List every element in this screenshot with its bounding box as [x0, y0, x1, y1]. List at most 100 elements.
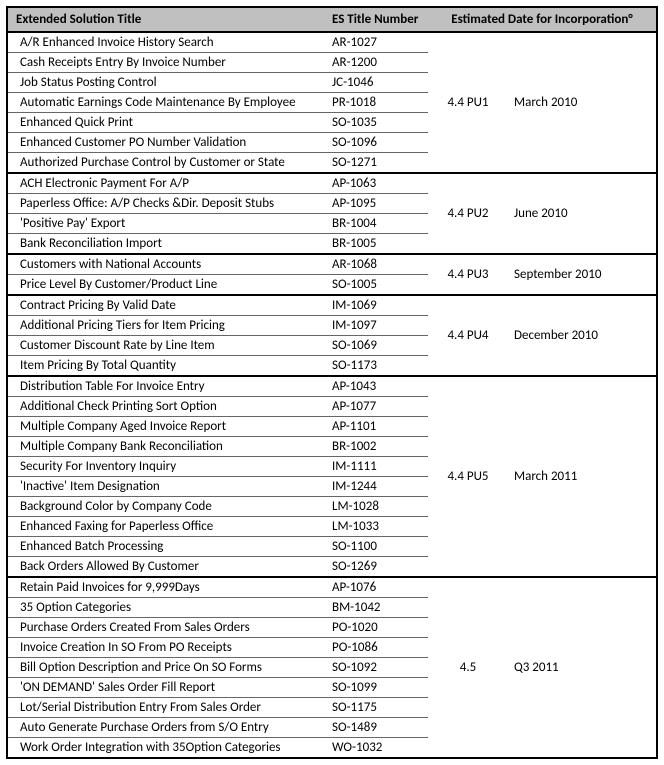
cell-es-number: SO-1069 [328, 336, 428, 355]
cell-es-number: SO-1269 [328, 557, 428, 576]
cell-title: Authorized Purchase Control by Customer … [8, 153, 328, 172]
cell-es-number: LM-1033 [328, 517, 428, 536]
cell-date: June 2010 [508, 206, 656, 221]
col-header-title: Extended Solution Title [8, 8, 328, 31]
table-row: ACH Electronic Payment For A/PAP-1063 [8, 174, 428, 194]
cell-title: Multiple Company Bank Reconciliation [8, 437, 328, 456]
cell-es-number: LM-1028 [328, 497, 428, 516]
table-row: Paperless Office: A/P Checks &Dir. Depos… [8, 194, 428, 214]
cell-pu: 4.5 [428, 660, 508, 675]
table-row: Contract Pricing By Valid DateIM-1069 [8, 296, 428, 316]
table-row: Customers with National AccountsAR-1068 [8, 255, 428, 275]
cell-es-number: AP-1076 [328, 578, 428, 597]
cell-title: Automatic Earnings Code Maintenance By E… [8, 93, 328, 112]
cell-title: Additional Check Printing Sort Option [8, 397, 328, 416]
group-meta: 4.4 PU4December 2010 [428, 296, 656, 375]
group-rows: Customers with National AccountsAR-1068P… [8, 255, 428, 294]
table-group: Customers with National AccountsAR-1068P… [8, 255, 656, 296]
table-row: A/R Enhanced Invoice History SearchAR-10… [8, 33, 428, 53]
cell-title: Lot/Serial Distribution Entry From Sales… [8, 698, 328, 717]
cell-es-number: IM-1069 [328, 296, 428, 315]
group-rows: Retain Paid Invoices for 9,999DaysAP-107… [8, 578, 428, 757]
cell-title: Customer Discount Rate by Line Item [8, 336, 328, 355]
table-row: Automatic Earnings Code Maintenance By E… [8, 93, 428, 113]
cell-es-number: BR-1004 [328, 214, 428, 233]
cell-title: Work Order Integration with 35Option Cat… [8, 738, 328, 757]
cell-date: September 2010 [508, 267, 656, 282]
group-meta: 4.4 PU5March 2011 [428, 377, 656, 576]
cell-pu: 4.4 PU1 [428, 95, 508, 110]
cell-title: Bill Option Description and Price On SO … [8, 658, 328, 677]
cell-es-number: SO-1035 [328, 113, 428, 132]
group-meta: 4.4 PU3September 2010 [428, 255, 656, 294]
table-row: Job Status Posting ControlJC-1046 [8, 73, 428, 93]
cell-date: March 2011 [508, 469, 656, 484]
table-row: Multiple Company Bank ReconciliationBR-1… [8, 437, 428, 457]
cell-es-number: SO-1005 [328, 275, 428, 294]
cell-title: Bank Reconciliation Import [8, 234, 328, 253]
cell-es-number: PR-1018 [328, 93, 428, 112]
table-row: 35 Option CategoriesBM-1042 [8, 598, 428, 618]
cell-title: ACH Electronic Payment For A/P [8, 174, 328, 193]
cell-es-number: AR-1027 [328, 33, 428, 52]
table-row: Bill Option Description and Price On SO … [8, 658, 428, 678]
table-row: Price Level By Customer/Product LineSO-1… [8, 275, 428, 294]
table-row: Lot/Serial Distribution Entry From Sales… [8, 698, 428, 718]
cell-es-number: AP-1077 [328, 397, 428, 416]
cell-es-number: AP-1063 [328, 174, 428, 193]
cell-title: 'Inactive' Item Designation [8, 477, 328, 496]
table-header: Extended Solution Title ES Title Number … [8, 8, 656, 33]
table-group: A/R Enhanced Invoice History SearchAR-10… [8, 33, 656, 174]
cell-title: Distribution Table For Invoice Entry [8, 377, 328, 396]
table-row: Customer Discount Rate by Line ItemSO-10… [8, 336, 428, 356]
group-meta: 4.5Q3 2011 [428, 578, 656, 757]
cell-es-number: BR-1005 [328, 234, 428, 253]
table-row: Retain Paid Invoices for 9,999DaysAP-107… [8, 578, 428, 598]
cell-date: December 2010 [508, 328, 656, 343]
cell-title: Contract Pricing By Valid Date [8, 296, 328, 315]
table-row: Enhanced Customer PO Number ValidationSO… [8, 133, 428, 153]
cell-pu: 4.4 PU2 [428, 206, 508, 221]
cell-es-number: SO-1271 [328, 153, 428, 172]
cell-es-number: WO-1032 [328, 738, 428, 757]
cell-pu: 4.4 PU4 [428, 328, 508, 343]
cell-title: Additional Pricing Tiers for Item Pricin… [8, 316, 328, 335]
cell-es-number: AR-1200 [328, 53, 428, 72]
table-row: Back Orders Allowed By CustomerSO-1269 [8, 557, 428, 576]
table-row: Additional Check Printing Sort OptionAP-… [8, 397, 428, 417]
cell-es-number: BR-1002 [328, 437, 428, 456]
cell-es-number: AP-1101 [328, 417, 428, 436]
cell-title: Invoice Creation In SO From PO Receipts [8, 638, 328, 657]
cell-title: Background Color by Company Code [8, 497, 328, 516]
group-meta: 4.4 PU1March 2010 [428, 33, 656, 172]
cell-es-number: SO-1099 [328, 678, 428, 697]
table-row: Distribution Table For Invoice EntryAP-1… [8, 377, 428, 397]
cell-es-number: SO-1175 [328, 698, 428, 717]
cell-pu: 4.4 PU5 [428, 469, 508, 484]
cell-title: Customers with National Accounts [8, 255, 328, 274]
table-row: 'ON DEMAND' Sales Order Fill ReportSO-10… [8, 678, 428, 698]
cell-es-number: JC-1046 [328, 73, 428, 92]
cell-title: Price Level By Customer/Product Line [8, 275, 328, 294]
table-row: Enhanced Batch ProcessingSO-1100 [8, 537, 428, 557]
cell-es-number: AP-1043 [328, 377, 428, 396]
group-rows: ACH Electronic Payment For A/PAP-1063Pap… [8, 174, 428, 253]
cell-title: 35 Option Categories [8, 598, 328, 617]
table-row: Auto Generate Purchase Orders from S/O E… [8, 718, 428, 738]
cell-title: Back Orders Allowed By Customer [8, 557, 328, 576]
table-row: Additional Pricing Tiers for Item Pricin… [8, 316, 428, 336]
cell-title: Security For Inventory Inquiry [8, 457, 328, 476]
table-group: Distribution Table For Invoice EntryAP-1… [8, 377, 656, 578]
table-row: Item Pricing By Total QuantitySO-1173 [8, 356, 428, 375]
table-row: 'Inactive' Item DesignationIM-1244 [8, 477, 428, 497]
cell-title: Multiple Company Aged Invoice Report [8, 417, 328, 436]
group-meta: 4.4 PU2June 2010 [428, 174, 656, 253]
cell-es-number: PO-1020 [328, 618, 428, 637]
cell-es-number: SO-1100 [328, 537, 428, 556]
cell-title: Auto Generate Purchase Orders from S/O E… [8, 718, 328, 737]
table-row: 'Positive Pay' ExportBR-1004 [8, 214, 428, 234]
cell-es-number: AP-1095 [328, 194, 428, 213]
table-row: Bank Reconciliation ImportBR-1005 [8, 234, 428, 253]
group-rows: A/R Enhanced Invoice History SearchAR-10… [8, 33, 428, 172]
cell-es-number: BM-1042 [328, 598, 428, 617]
